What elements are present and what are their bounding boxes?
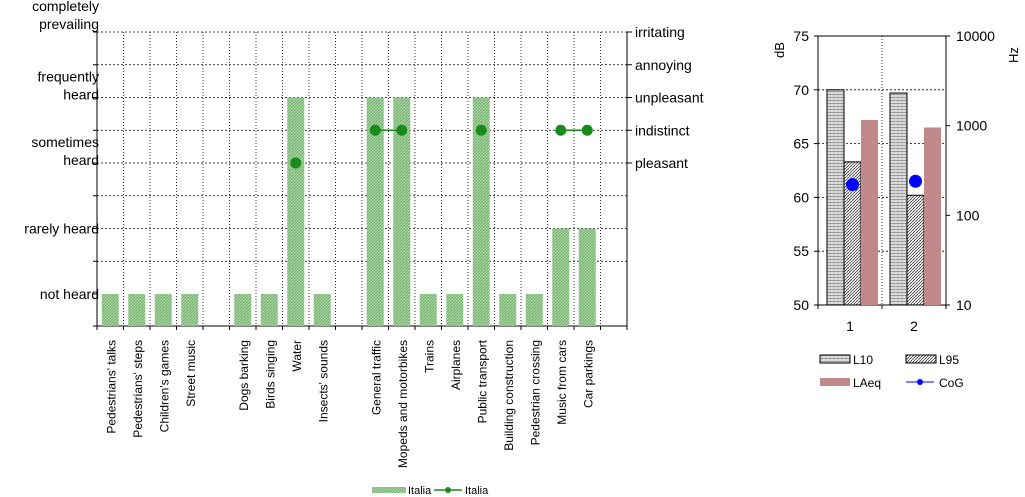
bar [924, 127, 941, 306]
y2-tick-label: indistinct [635, 122, 690, 138]
bar [578, 228, 596, 326]
y-tick-label: 65 [793, 136, 809, 152]
legend-label: Italia [465, 485, 489, 497]
y2-axis-label: Hz [1006, 47, 1021, 63]
bar [313, 294, 331, 326]
x-tick-label: Pedestrians' talks [104, 340, 118, 434]
x-tick-label: Children's games [157, 340, 171, 432]
x-tick-label: Pedestrians' steps [131, 340, 145, 438]
legend-swatch-dot [445, 487, 451, 493]
marker-point [369, 124, 381, 136]
y2-tick-label: pleasant [635, 155, 688, 171]
y-axis-label: dB [772, 42, 787, 58]
legend-swatch-laeq [820, 378, 850, 386]
marker-point [909, 174, 922, 188]
x-tick-label: Trains [422, 340, 436, 373]
y-tick-label: rarely heard [24, 221, 99, 237]
y-tick-label: 70 [793, 82, 809, 98]
bar [234, 294, 252, 326]
x-tick-label: General traffic [369, 340, 383, 415]
bar [154, 294, 172, 326]
bar [446, 294, 464, 326]
bar [128, 294, 146, 326]
bar [393, 97, 411, 326]
noise-level-chart: 50 55 60 65 70 75 10 100 1000 10000 1 2 dB Hz L10 L95 LA… [772, 28, 1021, 390]
audibility-chart: not heard rarely heard sometimes heard frequ… [24, 0, 703, 497]
bar [906, 194, 925, 306]
marker-point [396, 124, 408, 136]
legend-swatch-l95 [905, 354, 937, 364]
y-tick-label: 50 [793, 297, 809, 313]
marker-point [475, 124, 487, 136]
bar [861, 119, 878, 305]
y-tick-label: not heard [40, 286, 99, 302]
y2-tick-label: unpleasant [635, 90, 704, 106]
x-tick-label: Public transport [475, 339, 489, 423]
bar [181, 294, 199, 326]
y-tick-label: 75 [793, 28, 809, 44]
y2-tick-label: 10 [956, 297, 972, 313]
legend-swatch-bar [372, 487, 406, 493]
y-tick-label: frequently heard [38, 69, 99, 103]
marker-point [555, 124, 567, 136]
y2-tick-label: 1000 [956, 118, 987, 134]
x-tick-label: Car parkings [581, 340, 595, 408]
legend-label: Italia [408, 485, 432, 497]
x-tick-label: 1 [846, 318, 854, 334]
y2-tick-label: 100 [956, 207, 980, 223]
x-tick-label: Mopeds and motorbikes [396, 340, 410, 468]
bar [419, 294, 437, 326]
legend: Italia Italia [372, 485, 489, 497]
bar [525, 294, 543, 326]
bar [499, 294, 517, 326]
bar [472, 97, 490, 326]
x-tick-label: Music from cars [555, 340, 569, 425]
x-tick-label: Birds singing [263, 340, 277, 409]
bar [889, 92, 908, 306]
x-tick-label: Pedestrian crossing [528, 340, 542, 445]
x-tick-label: Airplanes [449, 340, 463, 390]
marker-point [846, 178, 859, 192]
legend-label: CoG [939, 376, 964, 390]
bar [101, 294, 119, 326]
y-tick-label: 55 [793, 243, 809, 259]
legend: L10 L95 LAeq CoG [819, 353, 964, 390]
x-tick-label: Water [290, 340, 304, 372]
marker-point [290, 157, 302, 169]
legend-swatch-dot [917, 379, 923, 385]
marker-point [581, 124, 593, 136]
legend-swatch-l10 [819, 354, 851, 364]
y-tick-label: sometimes heard [31, 134, 99, 168]
bar [260, 294, 278, 326]
bar [826, 89, 845, 306]
y2-tick-label: 10000 [956, 28, 995, 44]
bar [366, 97, 384, 326]
x-tick-label: 2 [910, 318, 918, 334]
y-tick-label: 60 [793, 189, 809, 205]
y-tick-label: completely prevailing [32, 0, 99, 32]
x-tick-label: Building construction [502, 340, 516, 451]
y2-tick-label: annoying [635, 57, 692, 73]
bar [552, 228, 570, 326]
legend-label: L95 [939, 353, 959, 367]
bar [287, 97, 305, 326]
legend-label: L10 [853, 353, 873, 367]
legend-label: LAeq [853, 376, 881, 390]
x-tick-label: Insects' sounds [316, 340, 330, 422]
y2-tick-label: irritating [635, 24, 685, 40]
x-tick-label: Street music [184, 340, 198, 407]
x-tick-label: Dogs barking [237, 340, 251, 411]
